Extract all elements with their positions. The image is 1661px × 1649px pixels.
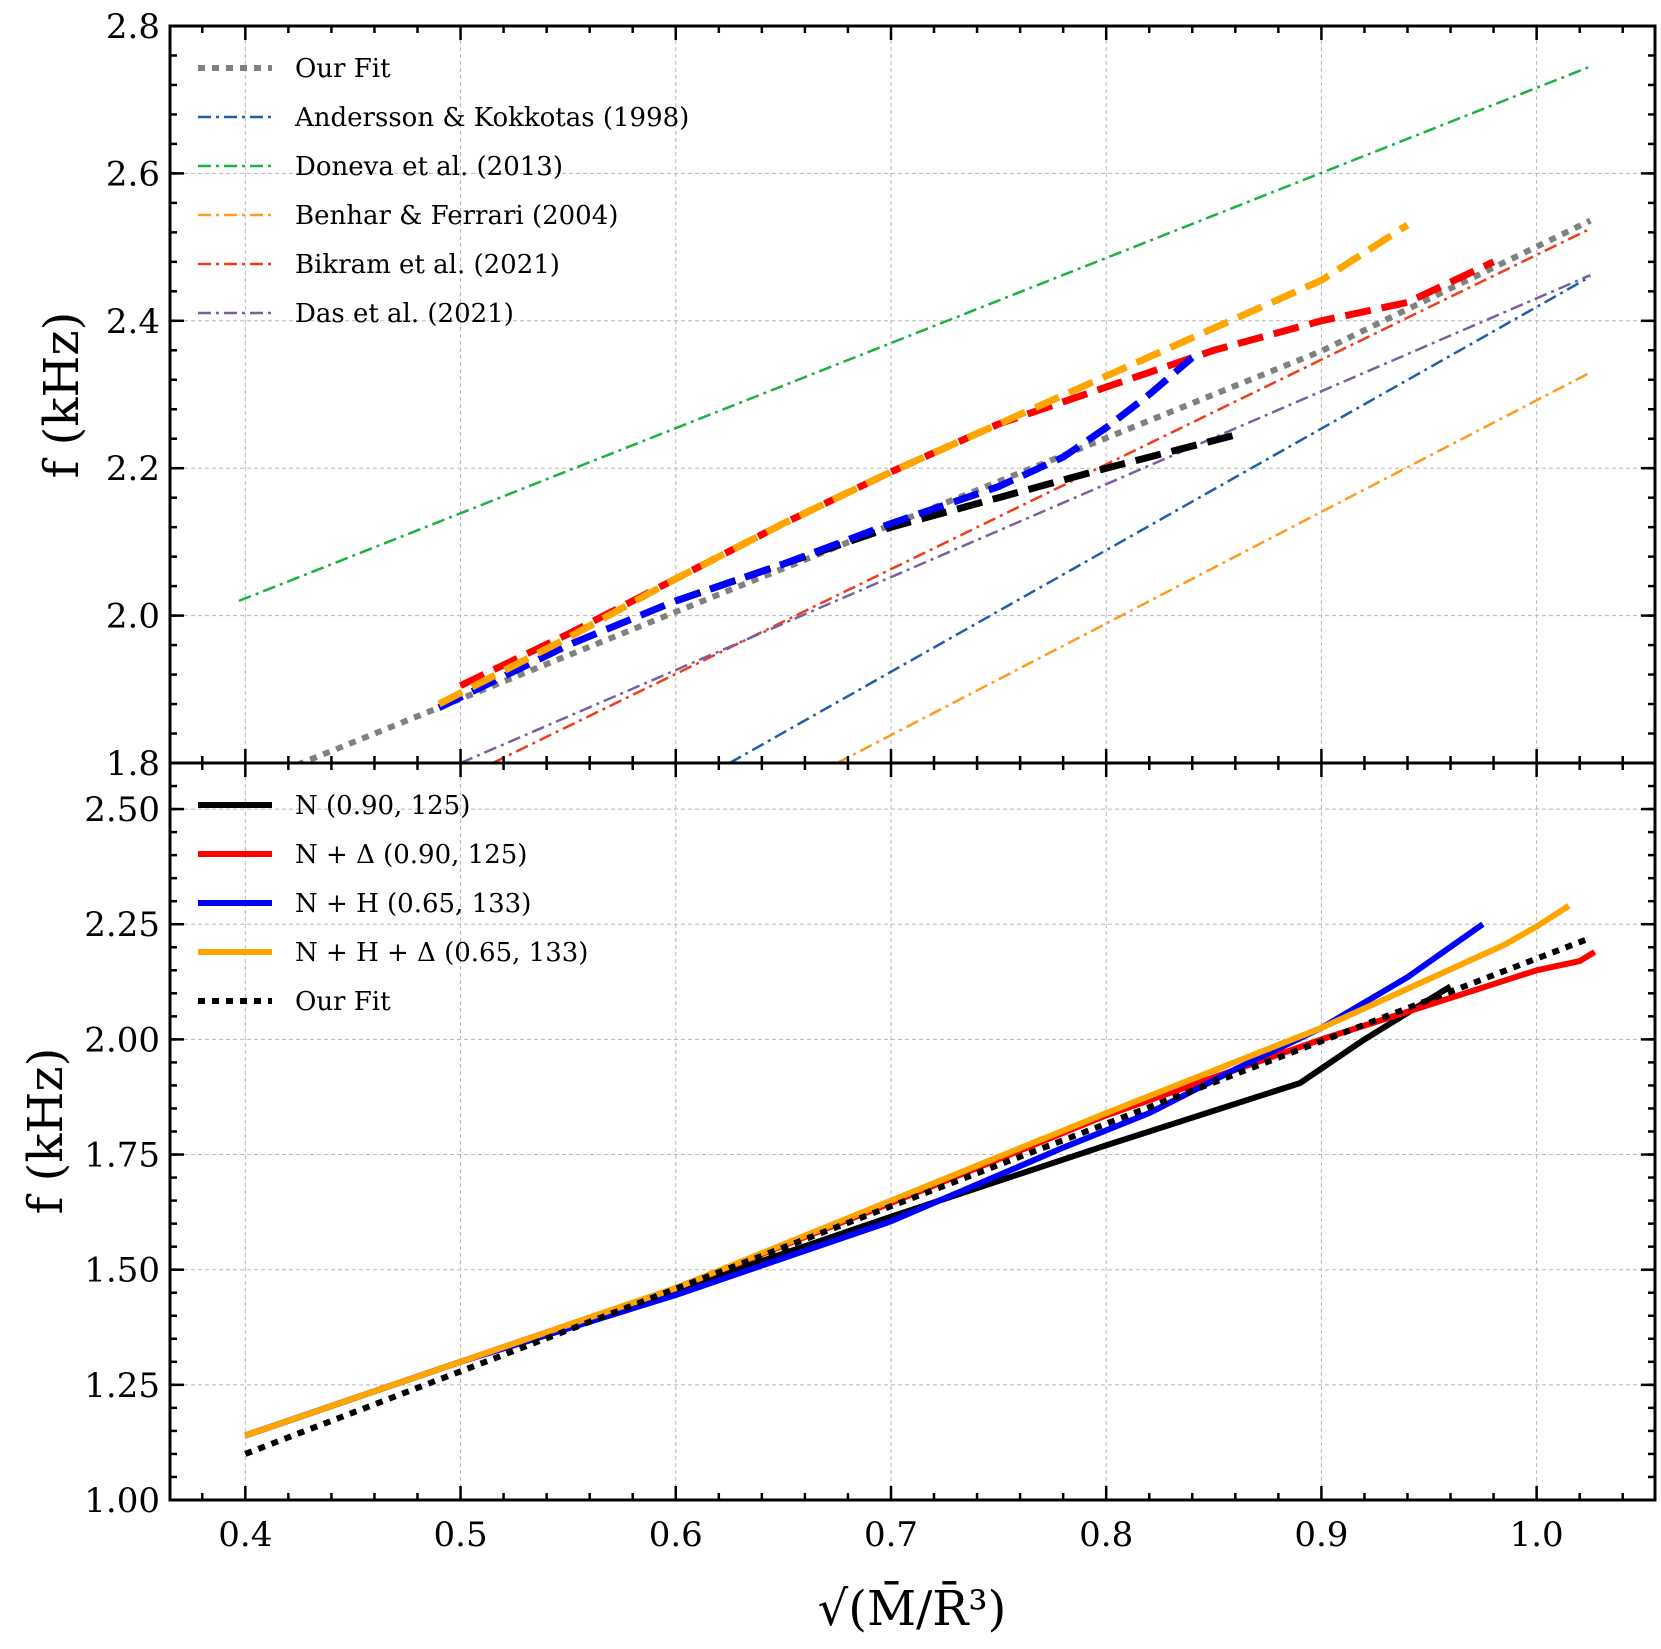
- series-line-n-h-delta: [437, 222, 1410, 708]
- y-tick-label: 1.50: [84, 1251, 160, 1291]
- legend-label-our-fit: Our Fit: [295, 987, 391, 1017]
- bottom-grid: [170, 763, 1655, 1500]
- legend-label-das-et-al-2021: Das et al. (2021): [295, 299, 514, 329]
- series-line-n-h-0-65-133: [244, 921, 1485, 1439]
- bottom-legend: N (0.90, 125) N + Δ (0.90, 125) N + H (0.6…: [198, 791, 588, 1017]
- x-tick-label: 1.0: [1510, 1515, 1564, 1555]
- top-y-axis-label: f (kHz): [34, 312, 90, 479]
- legend-label-n-0-90-125: N (0.90, 125): [295, 791, 470, 821]
- y-tick-label: 2.8: [106, 7, 160, 47]
- y-tick-label: 2.6: [106, 154, 160, 194]
- x-tick-label: 0.9: [1294, 1515, 1348, 1555]
- top-y-tick-labels: 1.8 2.0 2.2 2.4 2.6 2.8: [106, 7, 160, 784]
- y-tick-label: 1.00: [84, 1481, 160, 1521]
- y-tick-label: 2.2: [106, 449, 160, 489]
- bottom-panel: 1.001.251.501.752.002.252.50 0.4 0.5 0.6 0.…: [18, 761, 1657, 1637]
- legend-label-andersson-kokkotas-1998: Andersson & Kokkotas (1998): [294, 103, 689, 133]
- top-grid: [170, 26, 1655, 763]
- legend-label-n-delta-0-90-125: N + Δ (0.90, 125): [295, 840, 527, 870]
- y-tick-label: 1.75: [84, 1136, 160, 1176]
- bottom-axes-frame: [168, 761, 1657, 1502]
- legend-label-doneva-et-al-2013: Doneva et al. (2013): [295, 152, 563, 182]
- y-tick-label: 2.0: [106, 597, 160, 637]
- series-line-andersson-kokkotas-1998: [728, 275, 1592, 763]
- series-line-our-fit: [244, 935, 1592, 1457]
- y-tick-label: 2.50: [84, 790, 160, 830]
- series-line-bikram-et-al-2021: [492, 227, 1591, 763]
- x-tick-label: 0.8: [1079, 1515, 1133, 1555]
- series-line-das-et-al-2021: [460, 273, 1591, 763]
- x-tick-label: 0.6: [649, 1515, 703, 1555]
- bottom-series-lines: [244, 903, 1597, 1457]
- y-tick-label: 2.00: [84, 1020, 160, 1060]
- top-series-lines: [238, 65, 1592, 763]
- series-line-doneva-et-al-2013: [238, 65, 1591, 603]
- y-tick-label: 1.8: [106, 744, 160, 784]
- series-line-benhar-ferrari-2004: [836, 371, 1591, 763]
- legend-label-n-h-0-65-133: N + H (0.65, 133): [295, 889, 531, 919]
- bottom-y-axis-label: f (kHz): [18, 1048, 74, 1215]
- bottom-y-tick-labels: 1.00 1.25 1.50 1.75 2.00 2.25 2.50: [84, 790, 160, 1521]
- y-tick-label: 2.4: [106, 302, 160, 342]
- x-tick-label: 0.5: [434, 1515, 488, 1555]
- top-legend: Our Fit Andersson & Kokkotas (1998) Doneva…: [198, 54, 689, 329]
- legend-label-bikram-et-al-2021: Bikram et al. (2021): [295, 250, 560, 280]
- bottom-x-tick-labels: 0.4 0.5 0.6 0.7 0.8 0.9 1.0: [218, 1515, 1563, 1555]
- y-tick-label: 1.25: [84, 1366, 160, 1406]
- series-line-n-h-delta-0-65-133: [244, 903, 1571, 1439]
- y-tick-label: 2.25: [84, 905, 160, 945]
- bottom-x-axis-label: √(M̄/R̄³): [818, 1579, 1007, 1637]
- legend-label-n-h-delta-0-65-133: N + H + Δ (0.65, 133): [295, 938, 588, 968]
- series-line-n-h: [437, 354, 1195, 711]
- x-tick-label: 0.4: [218, 1515, 272, 1555]
- top-series: [238, 65, 1592, 763]
- legend-label-benhar-ferrari-2004: Benhar & Ferrari (2004): [295, 201, 618, 231]
- bottom-series: [244, 903, 1597, 1457]
- x-tick-label: 0.7: [864, 1515, 918, 1555]
- top-panel: 1.8 2.0 2.2 2.4 2.6 2.8 Our Fit Andersson & Ko…: [34, 7, 1657, 784]
- legend-label-our-fit: Our Fit: [295, 54, 391, 84]
